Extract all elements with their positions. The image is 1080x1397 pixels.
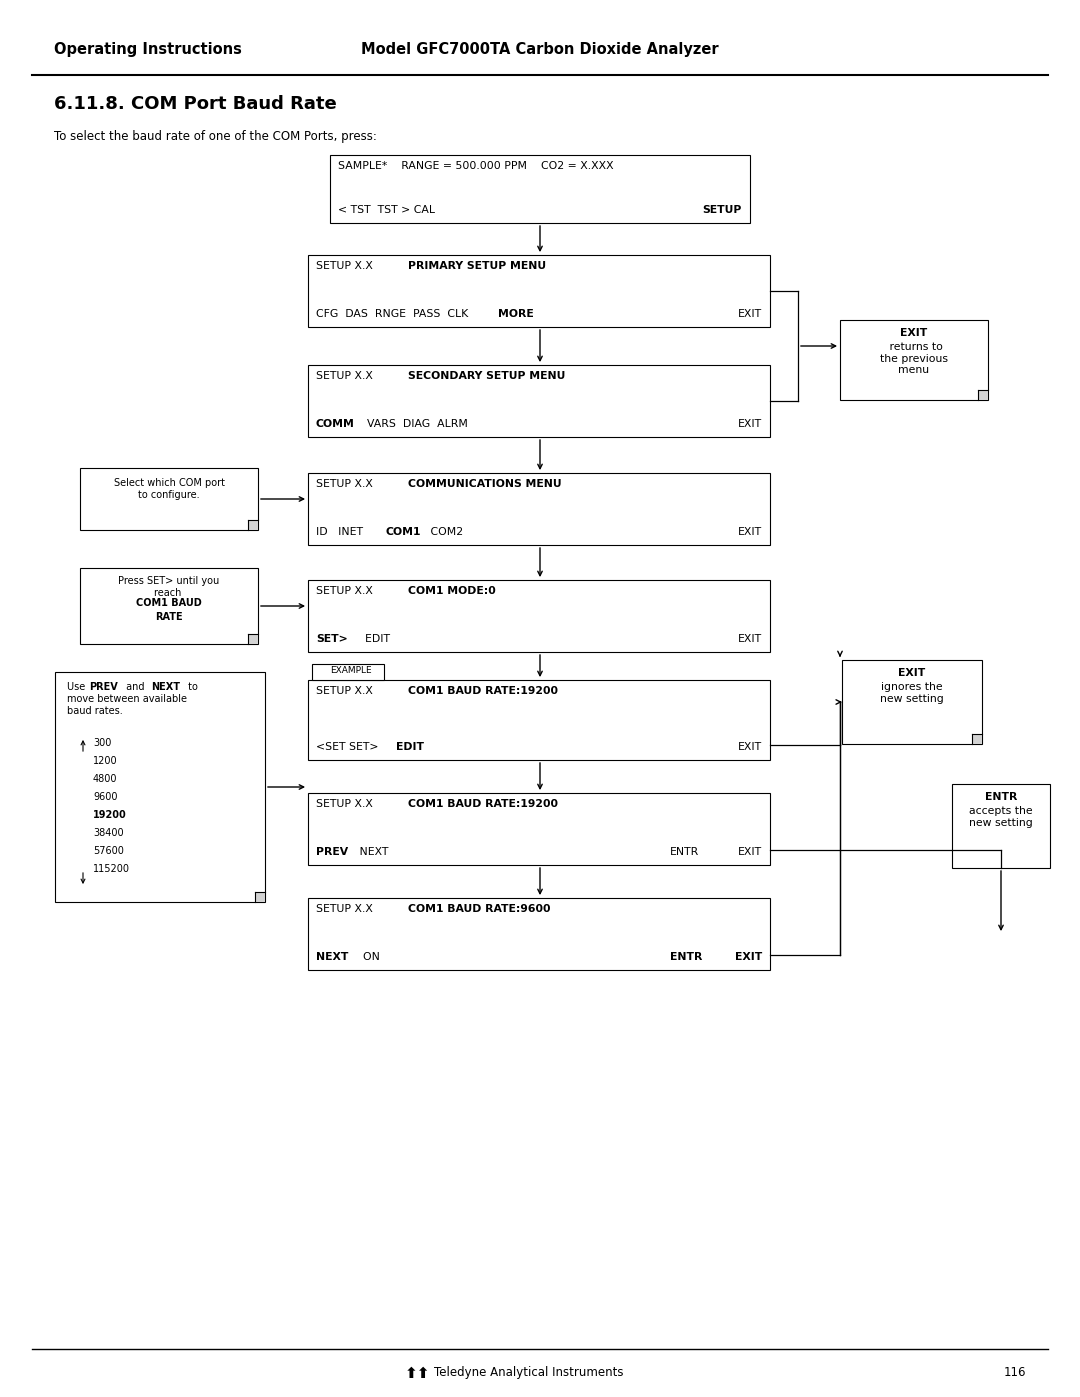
Text: baud rates.: baud rates. [67, 705, 123, 717]
Bar [330, 155, 750, 224]
Text: ID   INET: ID INET [316, 527, 370, 536]
Bar [951, 784, 1050, 868]
Text: 38400: 38400 [93, 828, 123, 838]
Text: ENTR: ENTR [670, 847, 699, 856]
Text: EXIT: EXIT [734, 951, 762, 963]
Text: 9600: 9600 [93, 792, 118, 802]
Text: COM1: COM1 [386, 527, 421, 536]
Text: and: and [123, 682, 148, 692]
Text: SETUP X.X: SETUP X.X [316, 686, 373, 696]
Text: SETUP X.X: SETUP X.X [316, 479, 373, 489]
Text: ENTR: ENTR [985, 792, 1017, 802]
Text: 6.11.8. COM Port Baud Rate: 6.11.8. COM Port Baud Rate [54, 95, 337, 113]
Text: Teledyne Analytical Instruments: Teledyne Analytical Instruments [434, 1366, 623, 1379]
Text: SAMPLE*    RANGE = 500.000 PPM    CO2 = X.XXX: SAMPLE* RANGE = 500.000 PPM CO2 = X.XXX [338, 161, 613, 170]
Text: <SET SET>: <SET SET> [316, 742, 378, 752]
Text: 1200: 1200 [93, 756, 118, 766]
Text: To select the baud rate of one of the COM Ports, press:: To select the baud rate of one of the CO… [54, 130, 377, 142]
Text: EXAMPLE: EXAMPLE [330, 666, 372, 675]
Polygon shape [248, 520, 258, 529]
Text: EXIT: EXIT [738, 419, 762, 429]
Text: SECONDARY SETUP MENU: SECONDARY SETUP MENU [408, 372, 565, 381]
Text: EDIT: EDIT [396, 742, 424, 752]
Bar [312, 664, 384, 680]
Bar [308, 898, 770, 970]
Text: 4800: 4800 [93, 774, 118, 784]
Text: EXIT: EXIT [738, 634, 762, 644]
Text: COMMUNICATIONS MENU: COMMUNICATIONS MENU [408, 479, 562, 489]
Text: EXIT: EXIT [899, 668, 926, 678]
Text: PREV: PREV [89, 682, 118, 692]
Text: Use: Use [67, 682, 89, 692]
Bar [308, 793, 770, 865]
Text: PRIMARY SETUP MENU: PRIMARY SETUP MENU [408, 261, 546, 271]
Text: SETUP X.X: SETUP X.X [316, 799, 373, 809]
Text: to: to [185, 682, 198, 692]
Bar [308, 365, 770, 437]
Polygon shape [248, 634, 258, 644]
Text: EXIT: EXIT [738, 742, 762, 752]
Bar [308, 256, 770, 327]
Text: SETUP X.X: SETUP X.X [316, 585, 373, 597]
Text: 19200: 19200 [93, 810, 126, 820]
Text: SETUP X.X: SETUP X.X [316, 261, 373, 271]
Polygon shape [255, 893, 265, 902]
Text: 57600: 57600 [93, 847, 124, 856]
Text: COM1 BAUD: COM1 BAUD [136, 598, 202, 608]
Text: NEXT: NEXT [356, 847, 389, 856]
Bar [308, 580, 770, 652]
Text: RATE: RATE [156, 612, 183, 622]
Text: COM1 BAUD RATE:19200: COM1 BAUD RATE:19200 [408, 799, 558, 809]
Text: move between available: move between available [67, 694, 187, 704]
Text: COMM: COMM [316, 419, 355, 429]
Text: Press SET> until you
reach: Press SET> until you reach [119, 576, 219, 598]
Text: ENTR: ENTR [670, 951, 702, 963]
Text: VARS  DIAG  ALRM: VARS DIAG ALRM [360, 419, 468, 429]
Text: 115200: 115200 [93, 863, 130, 875]
Text: ON: ON [356, 951, 380, 963]
Text: < TST  TST > CAL: < TST TST > CAL [338, 205, 435, 215]
Bar [842, 659, 982, 745]
Bar [80, 569, 258, 644]
Text: NEXT: NEXT [151, 682, 180, 692]
Text: EXIT: EXIT [901, 328, 928, 338]
Text: COM1 MODE:0: COM1 MODE:0 [408, 585, 496, 597]
Bar [308, 680, 770, 760]
Text: Operating Instructions: Operating Instructions [54, 42, 242, 57]
Text: COM1 BAUD RATE:9600: COM1 BAUD RATE:9600 [408, 904, 551, 914]
Bar [80, 468, 258, 529]
Bar [308, 474, 770, 545]
Text: COM1 BAUD RATE:19200: COM1 BAUD RATE:19200 [408, 686, 558, 696]
Text: 300: 300 [93, 738, 111, 747]
Text: returns to
the previous
menu: returns to the previous menu [880, 342, 948, 376]
Bar [840, 320, 988, 400]
Text: EDIT: EDIT [357, 634, 390, 644]
Text: CFG  DAS  RNGE  PASS  CLK: CFG DAS RNGE PASS CLK [316, 309, 475, 319]
Text: SETUP X.X: SETUP X.X [316, 372, 373, 381]
Text: EXIT: EXIT [738, 527, 762, 536]
Text: 116: 116 [1003, 1366, 1026, 1379]
Text: SETUP: SETUP [703, 205, 742, 215]
Text: SETUP X.X: SETUP X.X [316, 904, 373, 914]
Text: EXIT: EXIT [738, 847, 762, 856]
Text: ignores the
new setting: ignores the new setting [880, 682, 944, 704]
Text: COM2: COM2 [420, 527, 463, 536]
Text: Select which COM port
to configure.: Select which COM port to configure. [113, 478, 225, 500]
Polygon shape [972, 733, 982, 745]
Text: Model GFC7000TA Carbon Dioxide Analyzer: Model GFC7000TA Carbon Dioxide Analyzer [361, 42, 719, 57]
Text: NEXT: NEXT [316, 951, 349, 963]
Bar [55, 672, 265, 902]
Text: SET>: SET> [316, 634, 348, 644]
Text: MORE: MORE [498, 309, 534, 319]
Text: ⬆⬆: ⬆⬆ [405, 1366, 430, 1382]
Text: PREV: PREV [316, 847, 348, 856]
Text: accepts the
new setting: accepts the new setting [969, 806, 1032, 827]
Text: EXIT: EXIT [738, 309, 762, 319]
Polygon shape [978, 390, 988, 400]
